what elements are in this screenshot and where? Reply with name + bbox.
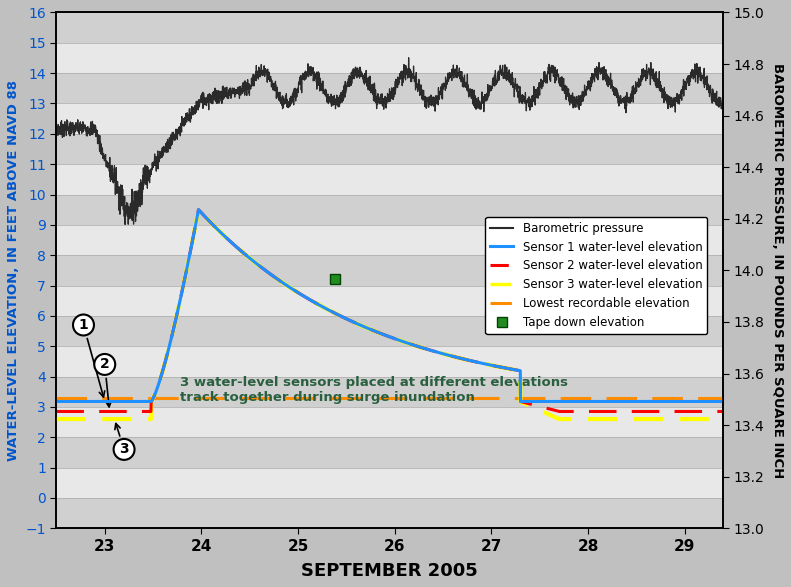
Y-axis label: BAROMETRIC PRESSURE, IN POUNDS PER SQUARE INCH: BAROMETRIC PRESSURE, IN POUNDS PER SQUAR… [771,63,784,478]
Text: 1: 1 [78,318,104,397]
Y-axis label: WATER-LEVEL ELEVATION, IN FEET ABOVE NAVD 88: WATER-LEVEL ELEVATION, IN FEET ABOVE NAV… [7,80,20,461]
Bar [56,498,723,528]
Bar [56,194,723,225]
Bar [56,437,723,468]
Bar [56,103,723,134]
Bar [56,134,723,164]
Bar [56,468,723,498]
Bar [56,346,723,377]
Bar [56,377,723,407]
Text: 3 water-level sensors placed at different elevations
track together during surge: 3 water-level sensors placed at differen… [180,376,568,404]
Bar [56,12,723,43]
Bar [56,316,723,346]
Text: 2: 2 [100,357,112,407]
Bar [56,225,723,255]
Text: 3: 3 [115,423,129,457]
Bar [56,255,723,285]
X-axis label: SEPTEMBER 2005: SEPTEMBER 2005 [301,562,479,580]
Bar [56,73,723,103]
Bar [56,43,723,73]
Bar [56,407,723,437]
Bar [56,164,723,194]
Legend: Barometric pressure, Sensor 1 water-level elevation, Sensor 2 water-level elevat: Barometric pressure, Sensor 1 water-leve… [485,217,707,334]
Bar [56,285,723,316]
